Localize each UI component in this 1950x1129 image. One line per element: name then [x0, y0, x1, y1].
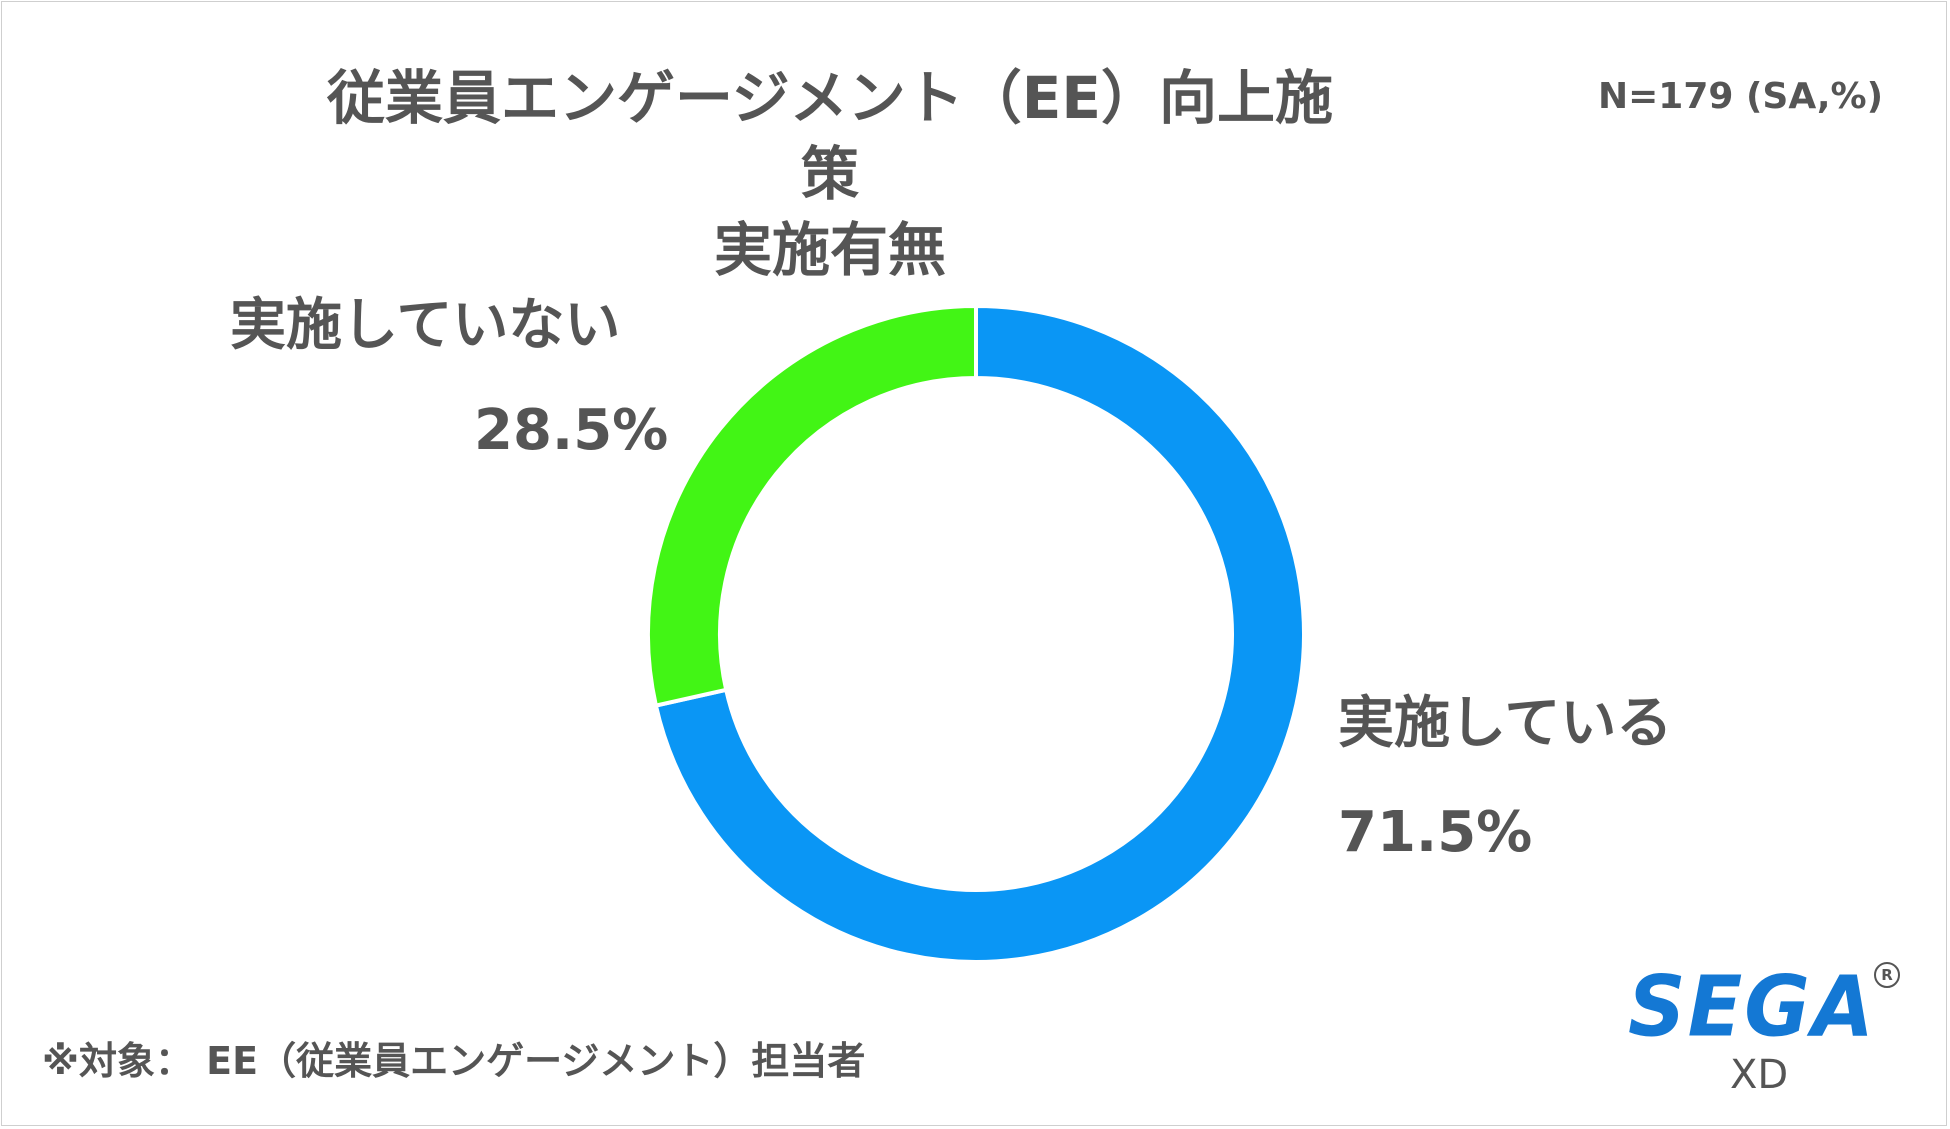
slice-label-implemented: 実施している: [1338, 691, 1673, 756]
chart-title-line-2: 実施有無: [713, 216, 946, 284]
slice-label-not-implemented: 実施していない: [230, 293, 621, 358]
chart-title: 従業員エンゲージメント（EE）向上施策 実施有無: [300, 60, 1360, 288]
slice-value-not-implemented: 28.5%: [474, 398, 669, 463]
logo-sub: XD: [1730, 1052, 1789, 1098]
sample-size-note: N=179 (SA,%): [1598, 76, 1884, 117]
footnote: ※対象： EE（従業員エンゲージメント）担当者: [42, 1039, 866, 1083]
sega-xd-logo: SEGA R XD: [1628, 957, 1900, 1100]
logo-brand: SEGA: [1628, 957, 1876, 1056]
slice-value-implemented: 71.5%: [1338, 800, 1533, 865]
slice-implemented: [653, 303, 1306, 964]
registered-mark: R: [1874, 962, 1900, 988]
slice-not-implemented: [646, 303, 978, 708]
chart-title-line-1: 従業員エンゲージメント（EE）向上施策: [326, 64, 1334, 208]
